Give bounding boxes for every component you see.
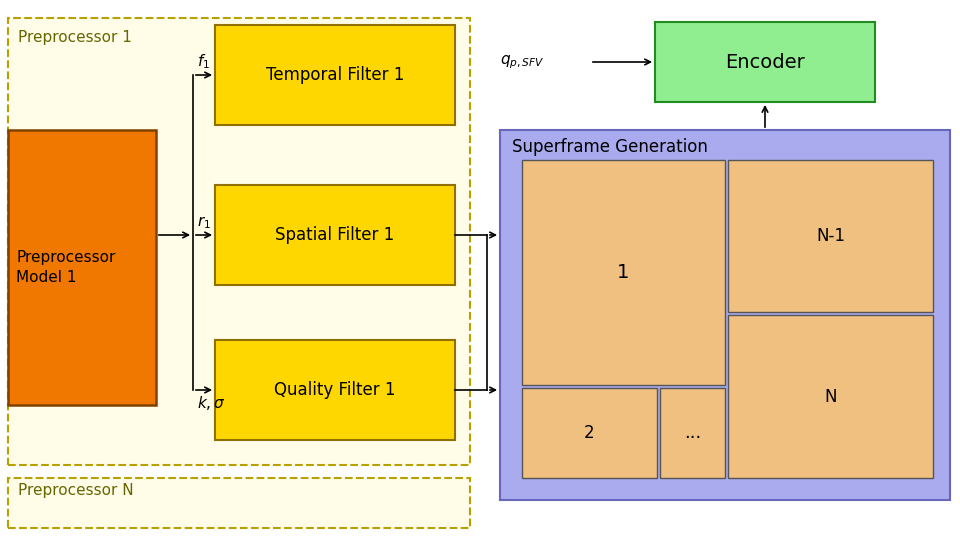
Text: Temporal Filter 1: Temporal Filter 1 [266, 66, 404, 84]
Text: Preprocessor: Preprocessor [16, 250, 115, 265]
Text: Model 1: Model 1 [16, 270, 77, 285]
FancyBboxPatch shape [522, 160, 725, 385]
Text: 2: 2 [585, 424, 595, 442]
FancyBboxPatch shape [8, 130, 156, 405]
FancyBboxPatch shape [728, 160, 933, 312]
FancyBboxPatch shape [8, 18, 470, 465]
FancyBboxPatch shape [500, 130, 950, 500]
Text: $k,\sigma$: $k,\sigma$ [197, 394, 226, 412]
Text: N: N [825, 388, 837, 406]
FancyBboxPatch shape [655, 22, 875, 102]
Text: Spatial Filter 1: Spatial Filter 1 [276, 226, 395, 244]
Text: Preprocessor N: Preprocessor N [18, 483, 133, 498]
FancyBboxPatch shape [215, 185, 455, 285]
Text: ...: ... [684, 424, 701, 442]
FancyBboxPatch shape [522, 388, 657, 478]
Text: Quality Filter 1: Quality Filter 1 [275, 381, 396, 399]
FancyBboxPatch shape [728, 315, 933, 478]
Text: $f_1$: $f_1$ [197, 52, 210, 71]
Text: Preprocessor 1: Preprocessor 1 [18, 30, 132, 45]
FancyBboxPatch shape [8, 478, 470, 528]
FancyBboxPatch shape [215, 25, 455, 125]
FancyBboxPatch shape [660, 388, 725, 478]
Text: N-1: N-1 [816, 227, 845, 245]
Text: $q_{p,SFV}$: $q_{p,SFV}$ [500, 53, 544, 71]
Text: Superframe Generation: Superframe Generation [512, 138, 708, 156]
Text: $r_1$: $r_1$ [197, 214, 211, 231]
FancyBboxPatch shape [215, 340, 455, 440]
Text: 1: 1 [617, 263, 630, 282]
Text: Encoder: Encoder [725, 52, 804, 71]
